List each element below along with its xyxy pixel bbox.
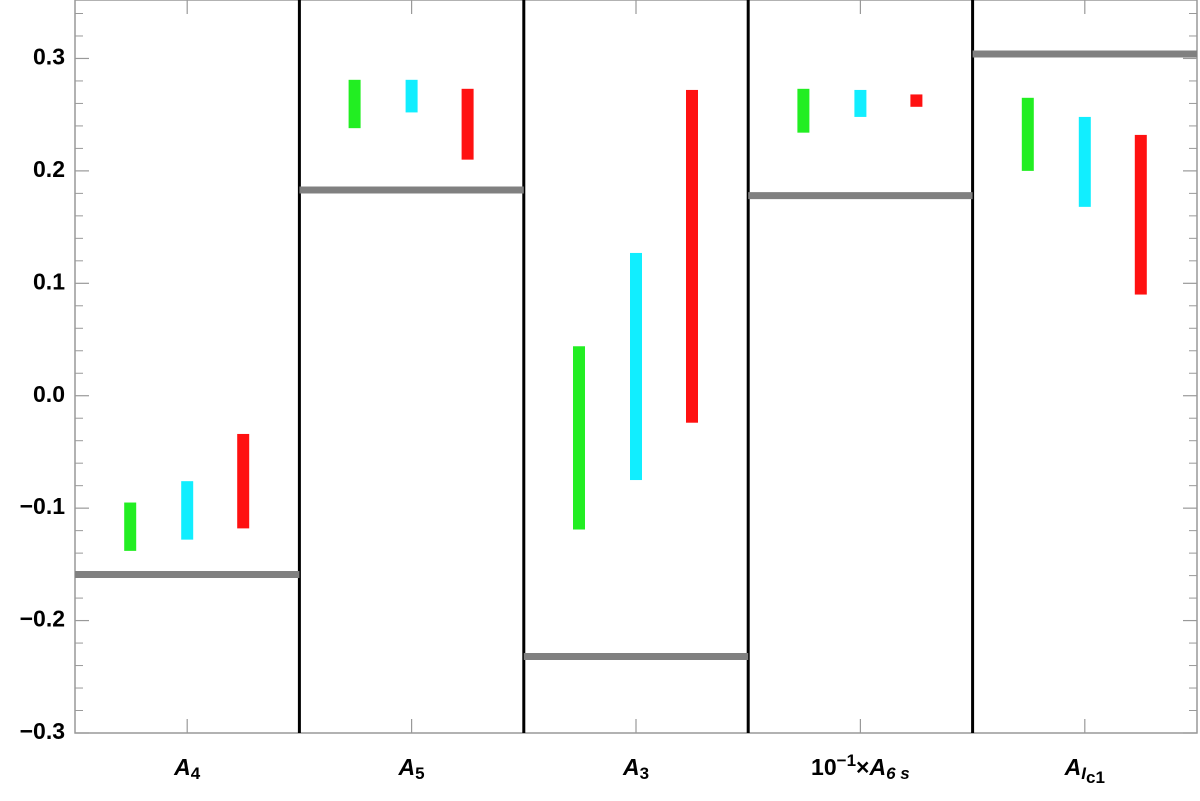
y-tick-label: 0.0 xyxy=(33,381,65,407)
x-tick-label-part: c1 xyxy=(1086,768,1105,787)
x-tick-label-part: I xyxy=(1081,764,1087,783)
y-tick-label: −0.2 xyxy=(20,606,65,632)
range-bar xyxy=(181,481,194,540)
x-tick-label: A5 xyxy=(398,754,425,783)
y-tick-label: 0.1 xyxy=(33,268,65,294)
range-bar xyxy=(686,89,698,423)
y-tick-label: −0.1 xyxy=(20,493,66,519)
x-tick-label: A3 xyxy=(622,754,649,783)
x-tick-label-part: A xyxy=(868,754,886,780)
y-tick-label: 0.2 xyxy=(33,156,65,182)
x-tick-label: A4 xyxy=(173,754,201,783)
range-bar xyxy=(910,94,923,107)
range-bar xyxy=(854,89,867,117)
x-tick-label-part: 10 xyxy=(811,754,837,780)
x-tick-label: 10−1×A6 s xyxy=(811,751,910,783)
x-tick-label-part: × xyxy=(856,754,869,780)
x-tick-label-part: A xyxy=(173,754,191,780)
x-tick-label-part: A xyxy=(398,754,416,780)
range-bar xyxy=(1134,134,1147,295)
range-bar xyxy=(630,252,642,481)
range-bar xyxy=(573,346,585,530)
range-bar xyxy=(124,502,137,551)
range-bar xyxy=(348,79,361,129)
range-bar xyxy=(237,433,250,529)
x-tick-label-part: A xyxy=(622,754,640,780)
x-tick-label-part: 5 xyxy=(415,764,424,783)
range-bar xyxy=(461,88,474,160)
range-bar xyxy=(1078,116,1091,207)
y-tick-label: −0.3 xyxy=(20,718,65,744)
x-tick-label-part: 3 xyxy=(640,764,649,783)
x-tick-label-part: 4 xyxy=(191,764,201,783)
range-bar xyxy=(797,88,810,133)
x-tick-label: AIc1 xyxy=(1064,754,1105,787)
x-tick-label-part: −1 xyxy=(837,751,856,770)
range-bar xyxy=(405,79,418,113)
range-bar xyxy=(1021,97,1034,171)
x-tick-label-part: 6 s xyxy=(886,764,910,783)
y-tick-label: 0.3 xyxy=(33,44,65,70)
x-tick-label-part: A xyxy=(1064,754,1082,780)
